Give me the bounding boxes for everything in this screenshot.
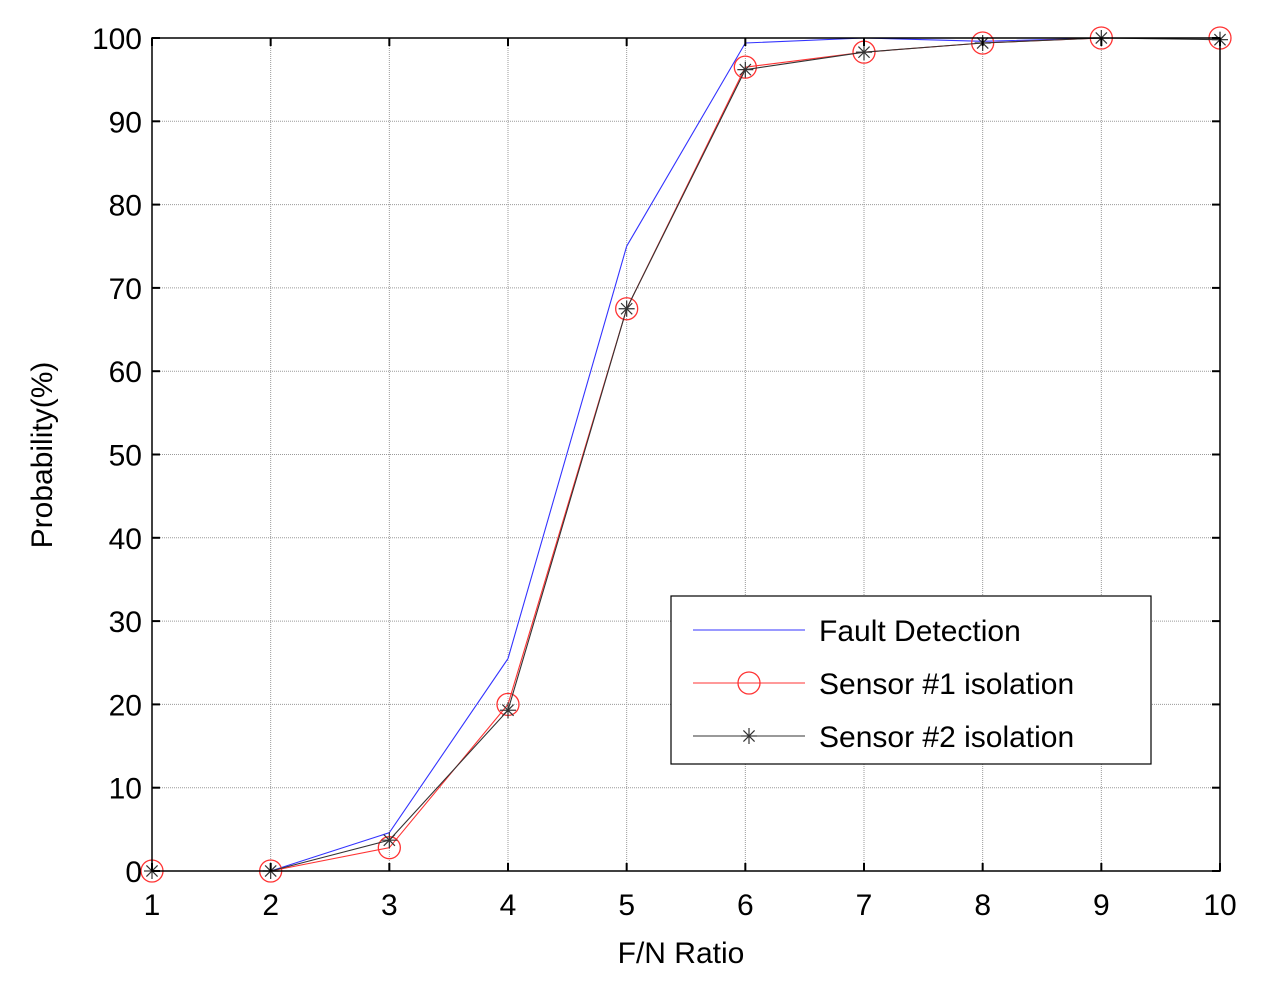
y-tick-label: 70 [109, 273, 142, 306]
y-tick-label: 100 [92, 23, 142, 56]
star-marker-stroke [742, 729, 756, 743]
legend-label: Sensor #2 isolation [819, 721, 1074, 754]
x-tick-label: 8 [974, 889, 991, 922]
legend-label: Sensor #1 isolation [819, 668, 1074, 701]
star-marker [856, 44, 872, 61]
star-marker-stroke [501, 704, 515, 717]
x-tick-label: 10 [1203, 889, 1236, 922]
y-tick-label: 10 [109, 773, 142, 806]
y-tick-label: 40 [109, 523, 142, 556]
star-marker [500, 702, 516, 719]
x-tick-label: 5 [618, 889, 635, 922]
y-axis-title: Probability(%) [26, 362, 59, 549]
x-tick-label: 7 [856, 889, 873, 922]
series-layer [140, 26, 1232, 883]
x-tick-label: 4 [500, 889, 517, 922]
star-marker-stroke [739, 63, 752, 76]
x-tick-label: 3 [381, 889, 398, 922]
y-tick-label: 30 [109, 606, 142, 639]
x-tick-label: 9 [1093, 889, 1110, 922]
y-tick-label: 80 [109, 190, 142, 223]
star-marker-stroke [620, 302, 633, 315]
star-marker-stroke [383, 834, 396, 847]
legend-item-2: Sensor #1 isolation [693, 668, 1074, 701]
series-line-3 [152, 37, 1221, 872]
x-axis-title: F/N Ratio [618, 937, 745, 970]
circle-marker [615, 297, 639, 321]
star-marker [618, 300, 635, 317]
legend-item-3: Sensor #2 isolation [693, 721, 1074, 754]
legend-item-1: Fault Detection [693, 615, 1021, 648]
star-marker-stroke [857, 46, 871, 59]
x-tick-label: 6 [737, 889, 754, 922]
circle-marker [737, 671, 761, 695]
x-tick-label: 2 [262, 889, 279, 922]
y-tick-label: 0 [125, 856, 142, 889]
circle-marker [733, 55, 757, 79]
y-tick-label: 50 [109, 440, 142, 473]
star-marker [737, 61, 754, 78]
legend: Fault Detection Sensor #1 isolation Sensor… [670, 595, 1152, 765]
y-tick-label: 90 [109, 106, 142, 139]
y-tick-label: 20 [109, 689, 142, 722]
series-line-1 [152, 37, 1220, 872]
legend-label: Fault Detection [819, 615, 1021, 648]
y-tick-label: 60 [109, 356, 142, 389]
x-tick-label: 1 [144, 889, 161, 922]
star-marker [741, 728, 757, 744]
star-marker [381, 832, 398, 849]
